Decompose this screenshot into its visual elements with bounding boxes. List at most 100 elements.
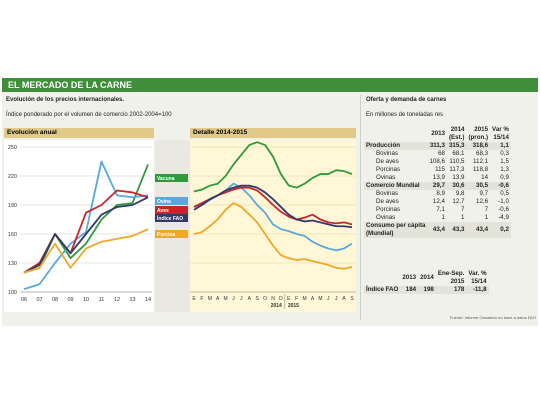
table-cell: 12,6 — [476, 198, 489, 205]
table-cell: 1,3 — [500, 166, 509, 173]
chart1-y-tick: 220 — [8, 174, 17, 180]
chart1-series-ovina — [23, 160, 149, 290]
chart2-x-tick: M — [303, 296, 307, 302]
chart1-x-tick: 12 — [114, 297, 120, 303]
table-cell: Ovinas — [376, 174, 396, 181]
chart2-x-tick: F — [295, 296, 298, 302]
table-cell: 68,1 — [452, 150, 465, 157]
table-cell: 2015 (pron.) — [468, 126, 489, 141]
table-cell: Var. % 15/14 — [468, 270, 487, 285]
chart2-x-tick: E — [287, 296, 291, 302]
table-cell: 30,5 — [466, 182, 491, 190]
table-cell: De aves — [376, 198, 399, 205]
table-cell: Porcinas — [376, 206, 401, 213]
legend-strip — [155, 140, 190, 312]
table-header-row: 2013 2014 (Est.) 2015 (pron.) Var % 15/14 — [364, 126, 511, 142]
table-cell — [364, 270, 400, 286]
chart1-series-porcina — [23, 228, 149, 274]
chart1-y-tick: 250 — [8, 145, 17, 151]
table-cell: Producción — [364, 142, 428, 150]
legend-label-porcina: Porcina — [157, 232, 176, 238]
table-cell: 178 — [435, 286, 467, 294]
table-cell: Bovinas — [376, 190, 399, 197]
table-cell: Bovinas — [376, 150, 399, 157]
chart1-y-tick: 130 — [8, 261, 17, 267]
chart2-x-tick: A — [248, 296, 252, 302]
table-cell: 43,3 — [446, 222, 467, 238]
chart2-series-indice_fao — [193, 184, 353, 229]
table-cell: 2013 — [431, 130, 445, 137]
chart1-x-tick: 14 — [145, 297, 151, 303]
table-cell: 315,3 — [446, 142, 467, 150]
legend-swatch-ovina — [155, 197, 188, 205]
table-cell: De aves — [376, 158, 399, 165]
chart2-series-porcina — [193, 202, 353, 270]
chart2-x-tick: S — [350, 296, 354, 302]
chart1-x-tick: 07 — [36, 297, 42, 303]
table-cell: 43,4 — [466, 222, 491, 238]
column-divider — [360, 95, 361, 320]
table-cell: 68 — [438, 150, 445, 157]
chart1-x-tick: 11 — [99, 297, 105, 303]
table-cell: -4,9 — [498, 214, 509, 221]
table-cell: 14 — [481, 174, 489, 181]
table-cell: 118,8 — [473, 166, 489, 173]
table-cell: 29,7 — [427, 182, 447, 190]
table-cell: 7,1 — [436, 206, 445, 213]
table-row: Índice FAO 184 198 178 -11,8 — [364, 286, 489, 294]
legend-label-vacuna: Vacuna — [157, 176, 175, 182]
left-title: Evolución de los precios internacionales… — [6, 97, 125, 103]
table-header-row: 2013 2014 Ene-Sep. 2015 Var. % 15/14 — [364, 270, 489, 286]
chart1-y-tick: 190 — [8, 203, 17, 209]
table-cell: 2014 — [420, 274, 434, 281]
table-cell: 184 — [400, 286, 419, 294]
table-row: Porcinas 115 117,3 118,8 1,3 — [364, 166, 511, 174]
table-cell — [364, 126, 427, 142]
supply-demand-table: 2013 2014 (Est.) 2015 (pron.) Var % 15/14 Produ… — [364, 126, 511, 238]
table-cell: 1 — [461, 214, 465, 221]
chart1-x-tick: 10 — [83, 297, 89, 303]
table-cell: Porcinas — [376, 166, 401, 173]
table-cell: 8,9 — [436, 190, 445, 197]
table-cell: 7 — [461, 206, 465, 213]
table-cell: -11,8 — [466, 286, 489, 294]
table-cell: 198 — [418, 286, 436, 294]
chart1-y-tick: 100 — [8, 290, 17, 296]
chart2-x-tick: F — [200, 296, 203, 302]
chart1-series-indice_fao — [23, 196, 149, 274]
chart2-x-tick: J — [232, 296, 235, 302]
chart1-x-tick: 09 — [67, 297, 73, 303]
chart1-background — [4, 140, 154, 312]
left-subtitle: Índice ponderado por el volumen de comer… — [6, 112, 172, 118]
legend-label-indice_fao: Índice FAO — [157, 214, 183, 222]
table-cell: 117,3 — [449, 166, 465, 173]
chart2-x-tick: J — [240, 296, 243, 302]
chart2-x-tick: E — [192, 296, 196, 302]
table-cell: Comercio Mundial — [364, 182, 428, 190]
right-subtitle: En millones de toneladas res — [366, 112, 444, 118]
table-cell: 68,3 — [476, 150, 489, 157]
chart2-x-tick: S — [256, 296, 260, 302]
chart1-title: Evolución anual — [4, 128, 154, 138]
table-cell: Índice FAO — [364, 286, 401, 294]
chart2-x-tick: A — [342, 296, 346, 302]
legend-swatch-vacuna — [155, 174, 188, 182]
table-cell: 1,1 — [490, 142, 511, 150]
table-row: Consumo per cápita (Mundial) 43,4 43,3 43,4 0… — [364, 222, 511, 238]
chart2-x-tick: J — [327, 296, 330, 302]
footer-source: Fuente: Informe Ganadero en base a datos… — [450, 315, 536, 320]
chart2-title: Detalle 2014-2015 — [190, 128, 356, 138]
table-cell: 9,7 — [479, 190, 489, 197]
table-cell: 115 — [435, 166, 445, 173]
chart2-year-2014: 2014 — [271, 303, 282, 309]
table-row: Porcinas 7,1 7 7 -0,6 — [364, 206, 511, 214]
table-cell: Ene-Sep. 2015 — [437, 270, 465, 285]
table-row: De aves 108,6 110,5 112,1 1,5 — [364, 158, 511, 166]
chart2-series-vacuna — [193, 141, 353, 193]
table-cell: 7 — [484, 206, 489, 213]
chart2-x-tick: A — [311, 296, 315, 302]
table-cell: 43,4 — [427, 222, 447, 238]
table-row: Bovinas 68 68,1 68,3 0,3 — [364, 150, 511, 158]
table-cell: 112,1 — [473, 158, 489, 165]
